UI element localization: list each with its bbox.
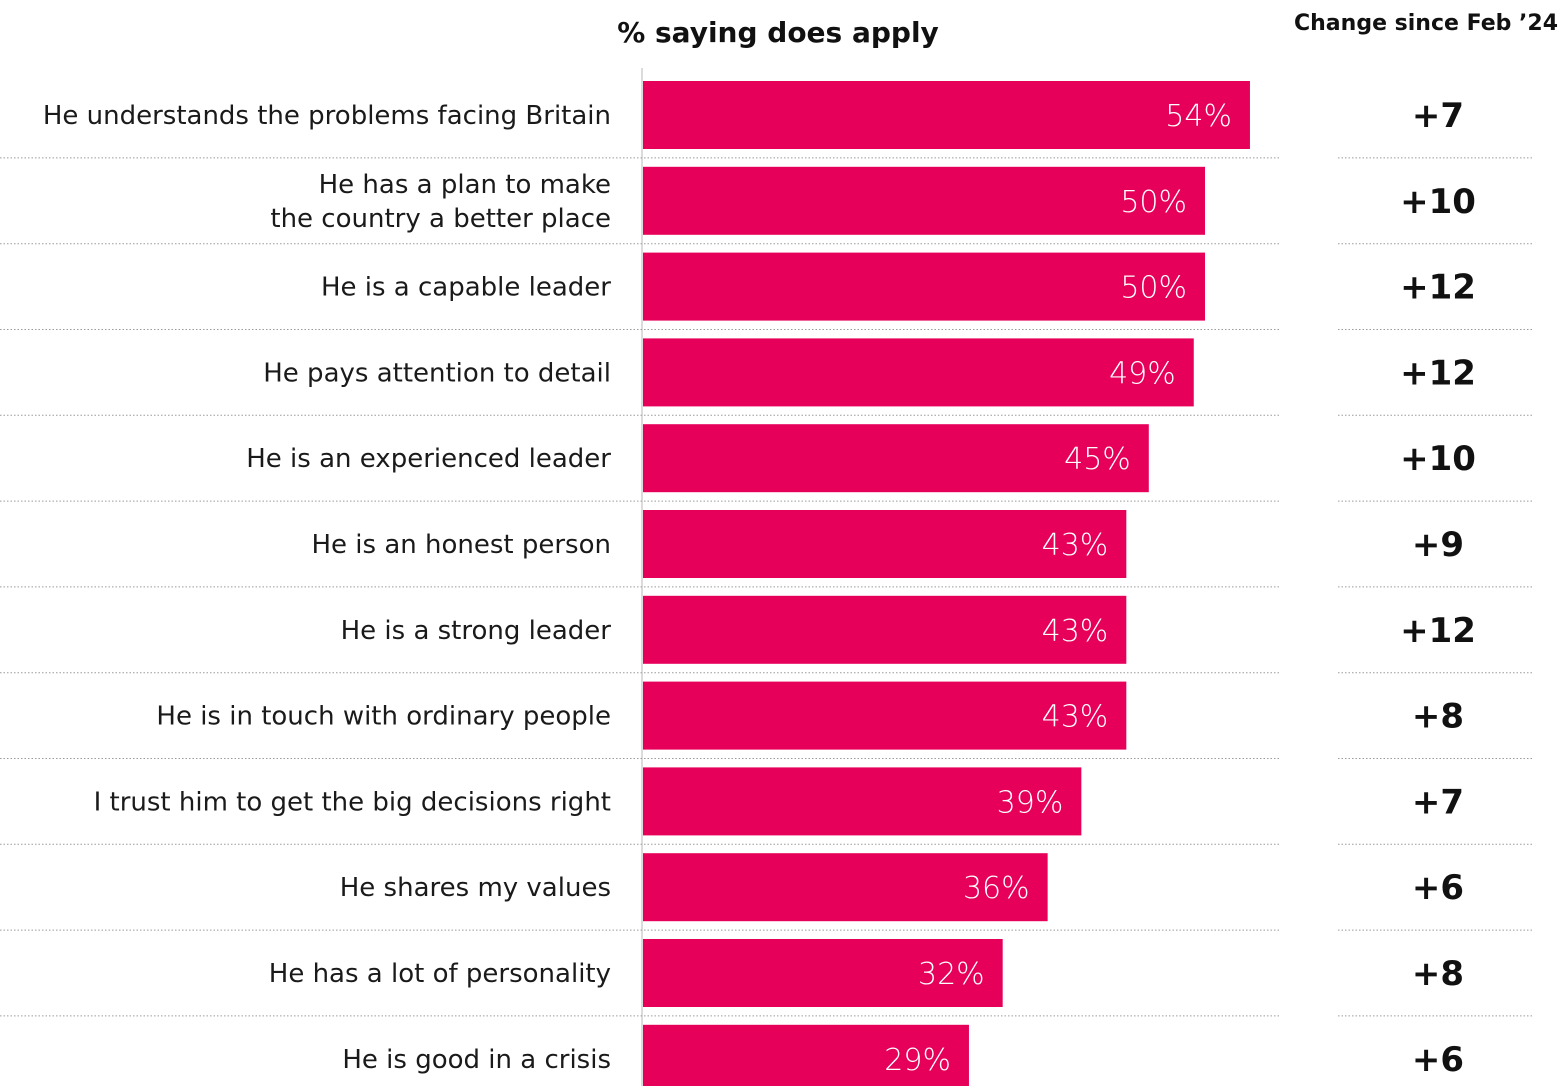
value-label-1: 50% (1120, 185, 1187, 220)
rows: 54% He understands the problems facing Br… (0, 81, 1532, 1086)
change-label-6: +12 (1400, 611, 1476, 651)
bar-11 (643, 1024, 969, 1086)
bar-6 (643, 595, 1127, 664)
value-label-2: 50% (1120, 271, 1187, 306)
category-label-10: He has a lot of personality (269, 959, 611, 989)
category-label-6: He is a strong leader (341, 616, 612, 646)
change-label-11: +6 (1412, 1040, 1464, 1080)
bar-1 (643, 166, 1205, 235)
change-label-4: +10 (1400, 439, 1476, 479)
bar-5 (643, 510, 1127, 578)
category-label-9: He shares my values (340, 873, 611, 903)
change-label-9: +6 (1412, 868, 1464, 908)
bar-10 (643, 939, 1003, 1007)
change-label-3: +12 (1400, 353, 1476, 393)
category-label-5: He is an honest person (311, 530, 611, 560)
change-label-5: +9 (1412, 525, 1464, 565)
value-label-10: 32% (918, 957, 985, 992)
value-label-0: 54% (1165, 99, 1232, 134)
change-label-0: +7 (1412, 96, 1464, 136)
category-label-1-line-0: He has a plan to make (319, 170, 611, 200)
bar-8 (643, 767, 1082, 836)
change-label-8: +7 (1412, 782, 1464, 822)
value-label-3: 49% (1109, 356, 1176, 391)
category-label-7: He is in touch with ordinary people (156, 702, 611, 732)
change-label-1: +10 (1400, 182, 1476, 222)
bar-9 (643, 853, 1048, 922)
value-label-5: 43% (1042, 528, 1109, 563)
bar-2 (643, 252, 1205, 321)
value-label-6: 43% (1042, 614, 1109, 649)
value-header: % saying does apply (617, 16, 939, 49)
change-label-2: +12 (1400, 268, 1476, 308)
category-label-8: I trust him to get the big decisions rig… (94, 787, 611, 817)
value-label-8: 39% (997, 785, 1064, 820)
bar-4 (643, 424, 1149, 493)
category-label-1-line-1: the country a better place (270, 204, 611, 234)
change-label-10: +8 (1412, 954, 1464, 994)
category-label-0: He understands the problems facing Brita… (43, 101, 611, 131)
category-label-3: He pays attention to detail (263, 358, 611, 388)
category-label-11: He is good in a crisis (342, 1045, 611, 1075)
value-label-4: 45% (1064, 442, 1131, 477)
value-label-7: 43% (1042, 700, 1109, 735)
change-label-7: +8 (1412, 697, 1464, 737)
bar-0 (643, 81, 1250, 149)
bar-3 (643, 338, 1194, 407)
value-label-9: 36% (963, 871, 1030, 906)
change-header: Change since Feb ’24 (1294, 11, 1558, 36)
bar-7 (643, 681, 1127, 750)
value-label-11: 29% (884, 1043, 951, 1078)
category-label-2: He is a capable leader (321, 273, 611, 303)
category-label-4: He is an experienced leader (246, 444, 611, 474)
